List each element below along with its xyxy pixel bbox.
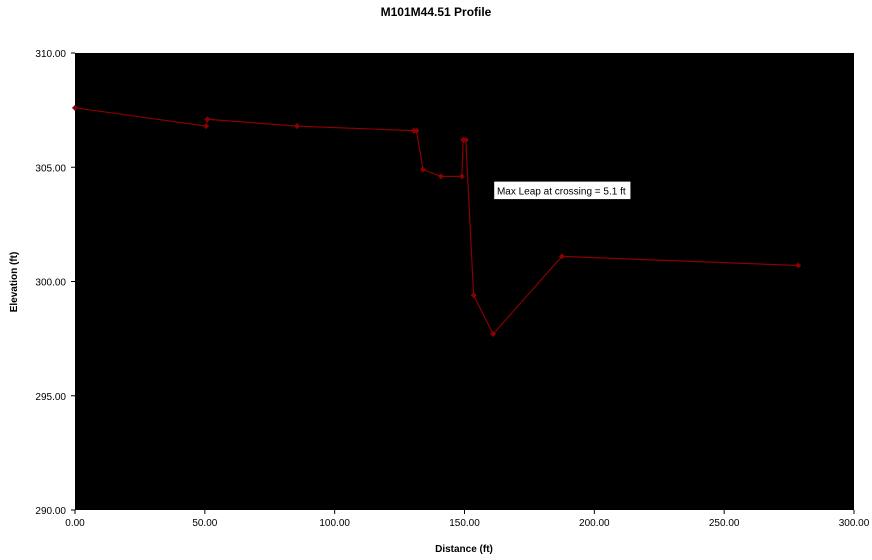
x-tick-label: 100.00 xyxy=(319,518,350,529)
y-tick-label: 290.00 xyxy=(35,506,66,517)
x-tick-label: 150.00 xyxy=(449,518,480,529)
chart-title: M101M44.51 Profile xyxy=(381,5,492,19)
data-point-marker xyxy=(438,173,445,180)
data-point-marker xyxy=(72,104,78,111)
annotation-box xyxy=(493,181,631,200)
annotation-text: Max Leap at crossing = 5.1 ft xyxy=(497,186,626,197)
y-axis-label: Elevation (ft) xyxy=(9,252,20,313)
y-tick-label: 310.00 xyxy=(35,49,66,60)
data-point-marker xyxy=(795,262,802,269)
x-tick-label: 0.00 xyxy=(65,518,85,529)
data-point-marker xyxy=(294,123,301,130)
data-point-marker xyxy=(419,166,426,173)
plot-area xyxy=(75,53,854,510)
x-tick-label: 50.00 xyxy=(192,518,217,529)
x-tick-label: 250.00 xyxy=(709,518,740,529)
data-point-marker xyxy=(413,127,420,134)
data-point-marker xyxy=(558,253,565,260)
data-point-marker xyxy=(490,331,497,338)
series-layer xyxy=(72,104,802,338)
x-axis-ticks: 0.00 50.00 100.00 150.00 200.00 250.00 300.00 xyxy=(65,510,870,529)
x-tick-label: 300.00 xyxy=(839,518,870,529)
data-point-marker xyxy=(204,116,211,123)
y-tick-label: 300.00 xyxy=(35,278,66,289)
y-axis-ticks: 290.00 295.00 300.00 305.00 310.00 xyxy=(35,49,75,517)
annotation-layer: Max Leap at crossing = 5.1 ft xyxy=(493,181,631,200)
y-tick-label: 305.00 xyxy=(35,163,66,174)
y-tick-label: 295.00 xyxy=(35,392,66,403)
data-point-marker xyxy=(470,292,477,299)
data-point-marker xyxy=(458,173,465,180)
data-point-marker xyxy=(462,136,469,143)
data-point-marker xyxy=(203,123,210,130)
x-tick-label: 200.00 xyxy=(579,518,610,529)
x-axis-label: Distance (ft) xyxy=(435,544,493,555)
